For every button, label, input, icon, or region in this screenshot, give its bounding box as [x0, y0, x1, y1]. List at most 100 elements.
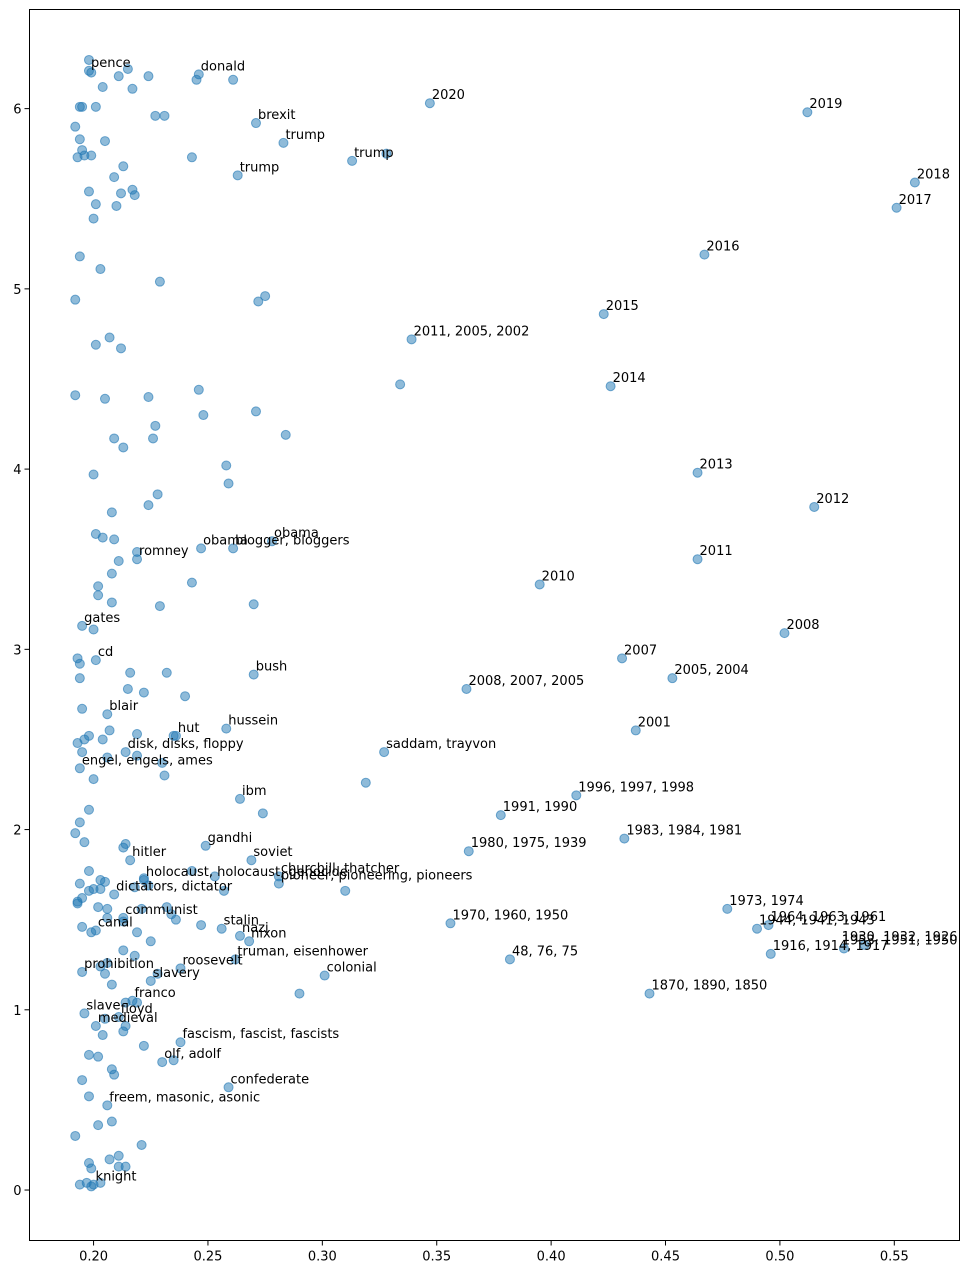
scatter-point: [93, 902, 104, 913]
point-label: confederate: [231, 1072, 310, 1087]
scatter-point: [186, 152, 197, 163]
scatter-point: [159, 110, 170, 121]
scatter-point: [248, 599, 259, 610]
scatter-point: [250, 406, 261, 417]
scatter-point: [228, 74, 239, 85]
scatter-point: [90, 1021, 101, 1032]
scatter-point: [763, 920, 774, 931]
point-label: slave: [86, 998, 120, 1013]
scatter-point: [193, 69, 204, 80]
scatter-point: [97, 532, 108, 543]
point-label: 2015: [606, 299, 639, 314]
point-label: 1983, 1984, 1981: [626, 824, 742, 839]
scatter-point: [765, 948, 776, 959]
scatter-point: [143, 71, 154, 82]
point-label: disk, disks, floppy: [128, 737, 244, 752]
scatter-point: [93, 1051, 104, 1062]
scatter-point: [102, 1100, 113, 1111]
point-label: canal: [98, 915, 133, 930]
scatter-point: [424, 98, 435, 109]
scatter-point: [88, 469, 99, 480]
point-label: fascism, fascist, fascists: [182, 1027, 339, 1042]
scatter-point: [221, 723, 232, 734]
scatter-point: [445, 918, 456, 929]
scatter-point: [132, 927, 143, 938]
scatter-point: [667, 673, 678, 684]
scatter-point: [118, 1026, 129, 1037]
scatter-point: [280, 429, 291, 440]
point-label: medieval: [98, 1011, 158, 1026]
point-label: saddam, trayvon: [386, 737, 496, 752]
point-label: obama: [203, 533, 248, 548]
scatter-point: [127, 995, 138, 1006]
point-label: 1970, 1960, 1950: [452, 908, 568, 923]
scatter-point: [891, 202, 902, 213]
scatter-point: [127, 83, 138, 94]
scatter-point: [699, 249, 710, 260]
scatter-point: [102, 903, 113, 914]
scatter-point: [72, 898, 83, 909]
scatter-point: [180, 691, 191, 702]
point-label: 1991, 1990: [503, 800, 577, 815]
scatter-point: [193, 384, 204, 395]
scatter-point: [74, 817, 85, 828]
scatter-point: [88, 1179, 99, 1190]
scatter-point: [122, 63, 133, 74]
y-tick-label: 6: [13, 103, 21, 118]
scatter-point: [120, 1161, 131, 1172]
scatter-point: [150, 110, 161, 121]
scatter-point: [104, 725, 115, 736]
scatter-point: [244, 936, 255, 947]
scatter-point: [77, 703, 88, 714]
scatter-point: [273, 878, 284, 889]
scatter-point: [294, 988, 305, 999]
scatter-point: [216, 923, 227, 934]
scatter-point: [97, 1030, 108, 1041]
scatter-point: [70, 1130, 81, 1141]
scatter-point: [692, 554, 703, 565]
scatter-point: [157, 1057, 168, 1068]
scatter-point: [246, 855, 257, 866]
point-label: 2008, 2007, 2005: [468, 674, 584, 689]
scatter-point: [83, 804, 94, 815]
scatter-point: [120, 747, 131, 758]
scatter-point: [168, 1055, 179, 1066]
scatter-point: [234, 793, 245, 804]
scatter-point: [104, 332, 115, 343]
scatter-point: [118, 945, 129, 956]
scatter-point: [113, 556, 124, 567]
point-label: 2011, 2005, 2002: [414, 324, 530, 339]
scatter-point: [109, 534, 120, 545]
scatter-point: [340, 885, 351, 896]
scatter-point: [257, 808, 268, 819]
scatter-point: [145, 975, 156, 986]
point-label: 2013: [700, 458, 733, 473]
scatter-point: [77, 1075, 88, 1086]
scatter-point: [70, 390, 81, 401]
point-label: pioneer, pioneering, pioneers: [281, 869, 473, 884]
scatter-point: [347, 155, 358, 166]
scatter-point: [234, 930, 245, 941]
scatter-point: [83, 1091, 94, 1102]
point-label: knight: [96, 1170, 137, 1185]
point-label: bush: [256, 660, 288, 675]
scatter-point: [379, 747, 390, 758]
point-label: colonial: [327, 961, 377, 976]
scatter-point: [154, 601, 165, 612]
scatter-point: [99, 968, 110, 979]
scatter-point: [319, 970, 330, 981]
scatter-point: [70, 828, 81, 839]
scatter-point: [116, 343, 127, 354]
scatter-point: [83, 866, 94, 877]
scatter-point: [132, 750, 143, 761]
scatter-point: [88, 213, 99, 224]
scatter-point: [619, 833, 630, 844]
scatter-point: [617, 653, 628, 664]
x-tick-label: 0.50: [765, 1250, 794, 1265]
scatter-point: [83, 65, 94, 76]
scatter-point: [102, 752, 113, 763]
scatter-point: [118, 161, 129, 172]
point-label: dictators, dictator: [116, 879, 233, 894]
scatter-point: [77, 101, 88, 112]
scatter-point: [232, 170, 243, 181]
